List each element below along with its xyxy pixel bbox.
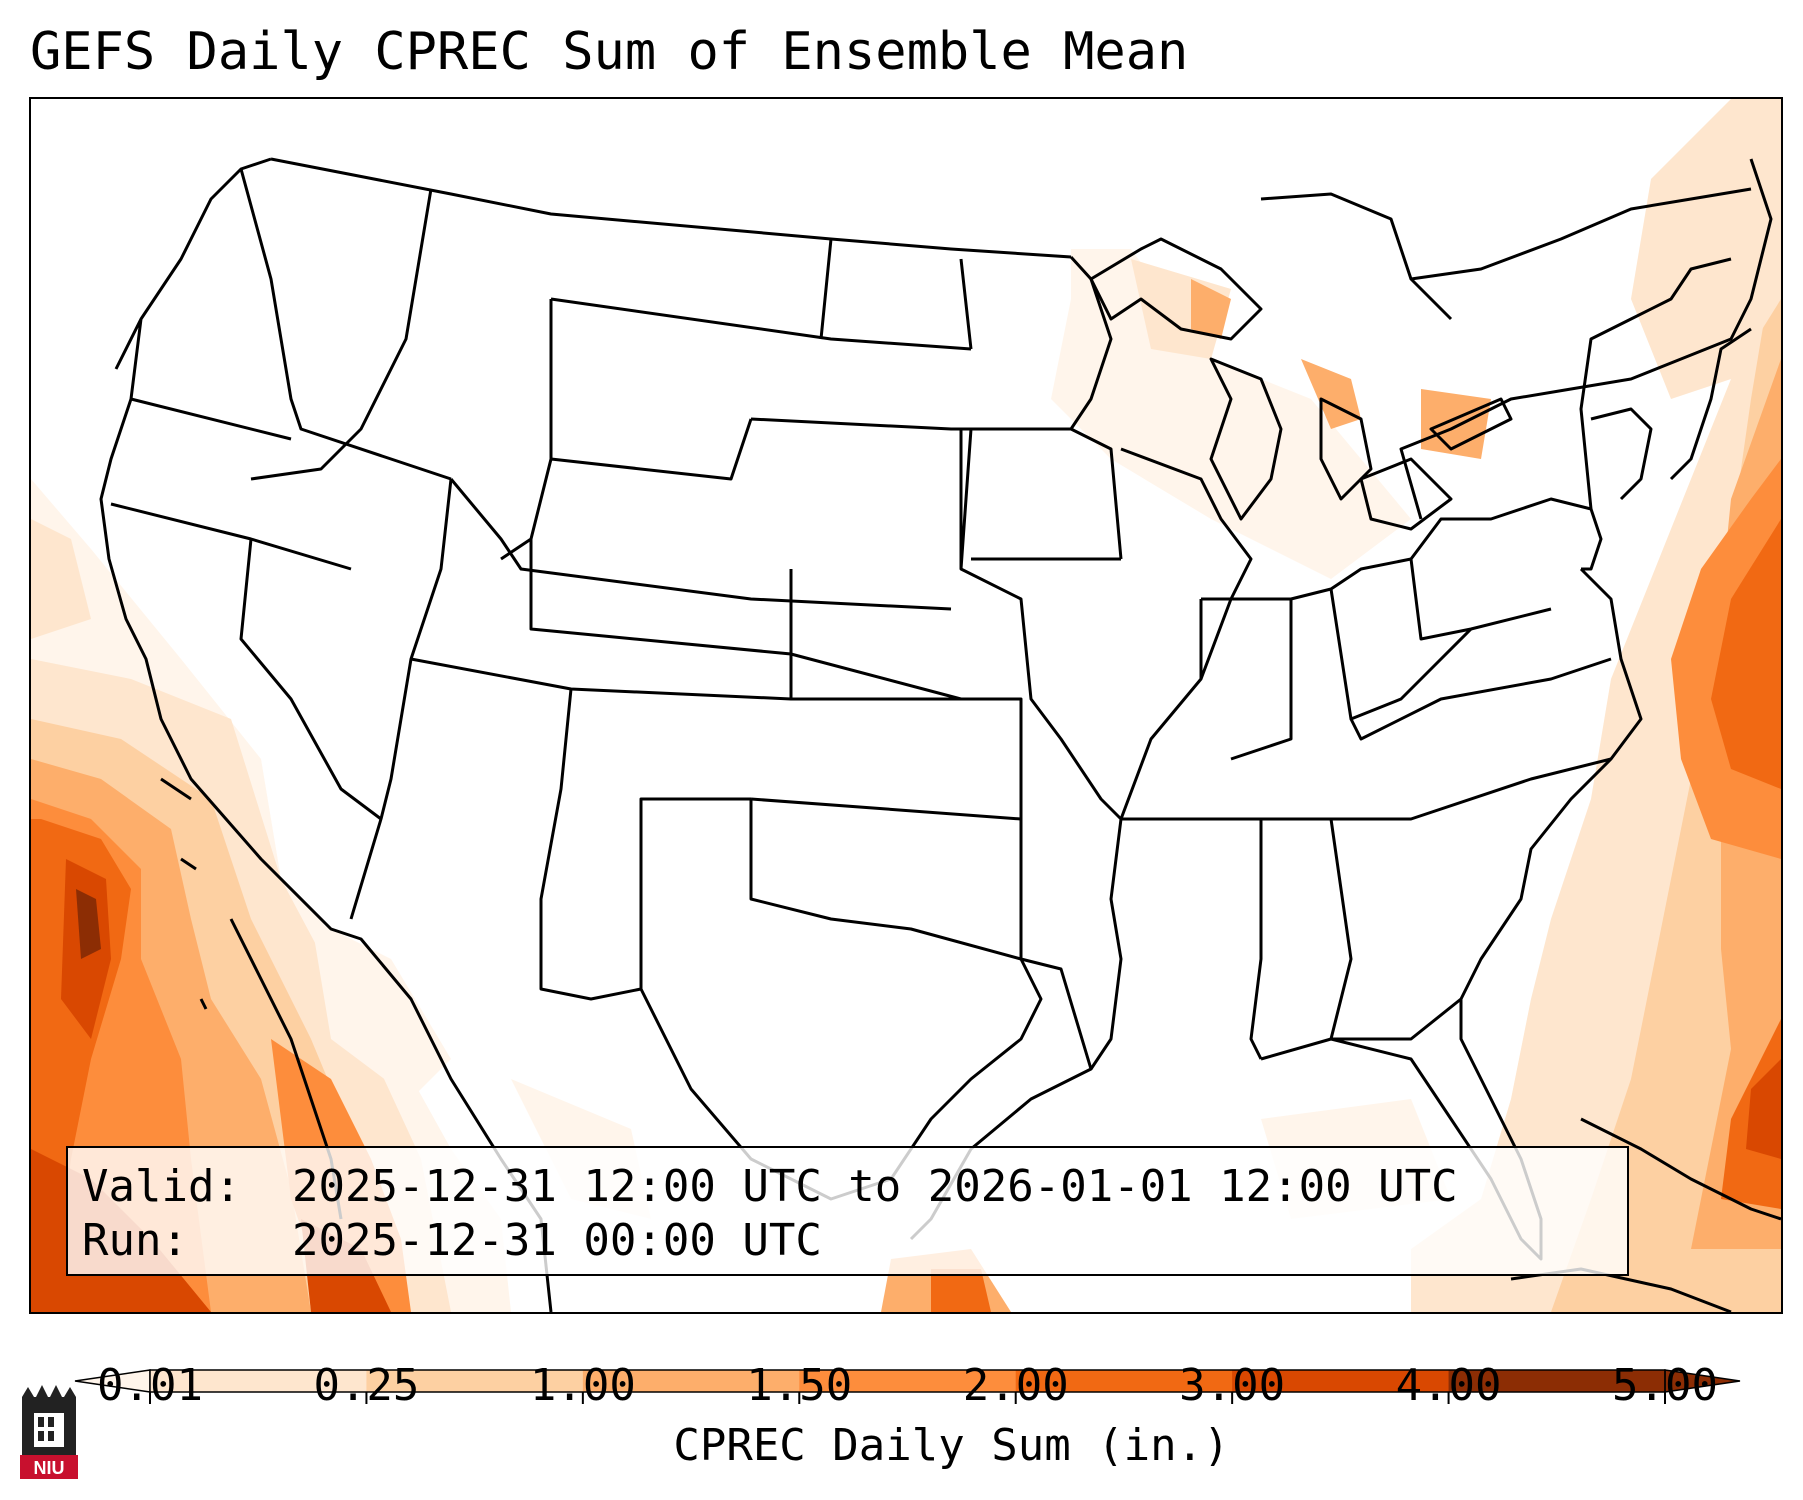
colorbar-tick-label: 5.00 (1612, 1360, 1718, 1411)
colorbar-tick-label: 1.00 (529, 1360, 636, 1411)
colorbar-tick-label: 3.00 (1179, 1360, 1286, 1411)
precipitation-map (29, 97, 1783, 1314)
colorbar-segment (582, 1370, 800, 1392)
logo-text: NIU (34, 1458, 65, 1478)
run-label: Run: (82, 1215, 188, 1266)
colorbar-segment (1232, 1370, 1450, 1392)
colorbar-segment (799, 1370, 1017, 1392)
colorbar-tick-label: 4.00 (1395, 1360, 1502, 1411)
run-value: 2025-12-31 00:00 UTC (292, 1215, 822, 1266)
validity-info-box: Valid: 2025-12-31 12:00 UTC to 2026-01-01… (66, 1146, 1629, 1276)
colorbar (74, 1369, 1741, 1404)
colorbar-segment (150, 1370, 367, 1392)
colorbar-segment (1015, 1370, 1233, 1392)
niu-logo-icon: NIU (20, 1385, 78, 1479)
colorbar-label: CPREC Daily Sum (in.) (673, 1420, 1230, 1471)
colorbar-tick-label: 1.50 (746, 1360, 853, 1411)
colorbar-tick-label: 2.00 (962, 1360, 1069, 1411)
colorbar-segment (366, 1370, 584, 1392)
colorbar-tick-label: 0.25 (313, 1360, 420, 1411)
map-boundaries (99, 157, 1781, 1312)
map-title: GEFS Daily CPREC Sum of Ensemble Mean (30, 22, 1189, 82)
colorbar-outline (149, 1369, 1666, 1393)
colorbar-segment (1448, 1370, 1666, 1392)
valid-value: 2025-12-31 12:00 UTC to 2026-01-01 12:00… (292, 1161, 1458, 1212)
valid-label: Valid: (82, 1161, 241, 1212)
colorbar-tick-label: 0.01 (97, 1360, 203, 1411)
